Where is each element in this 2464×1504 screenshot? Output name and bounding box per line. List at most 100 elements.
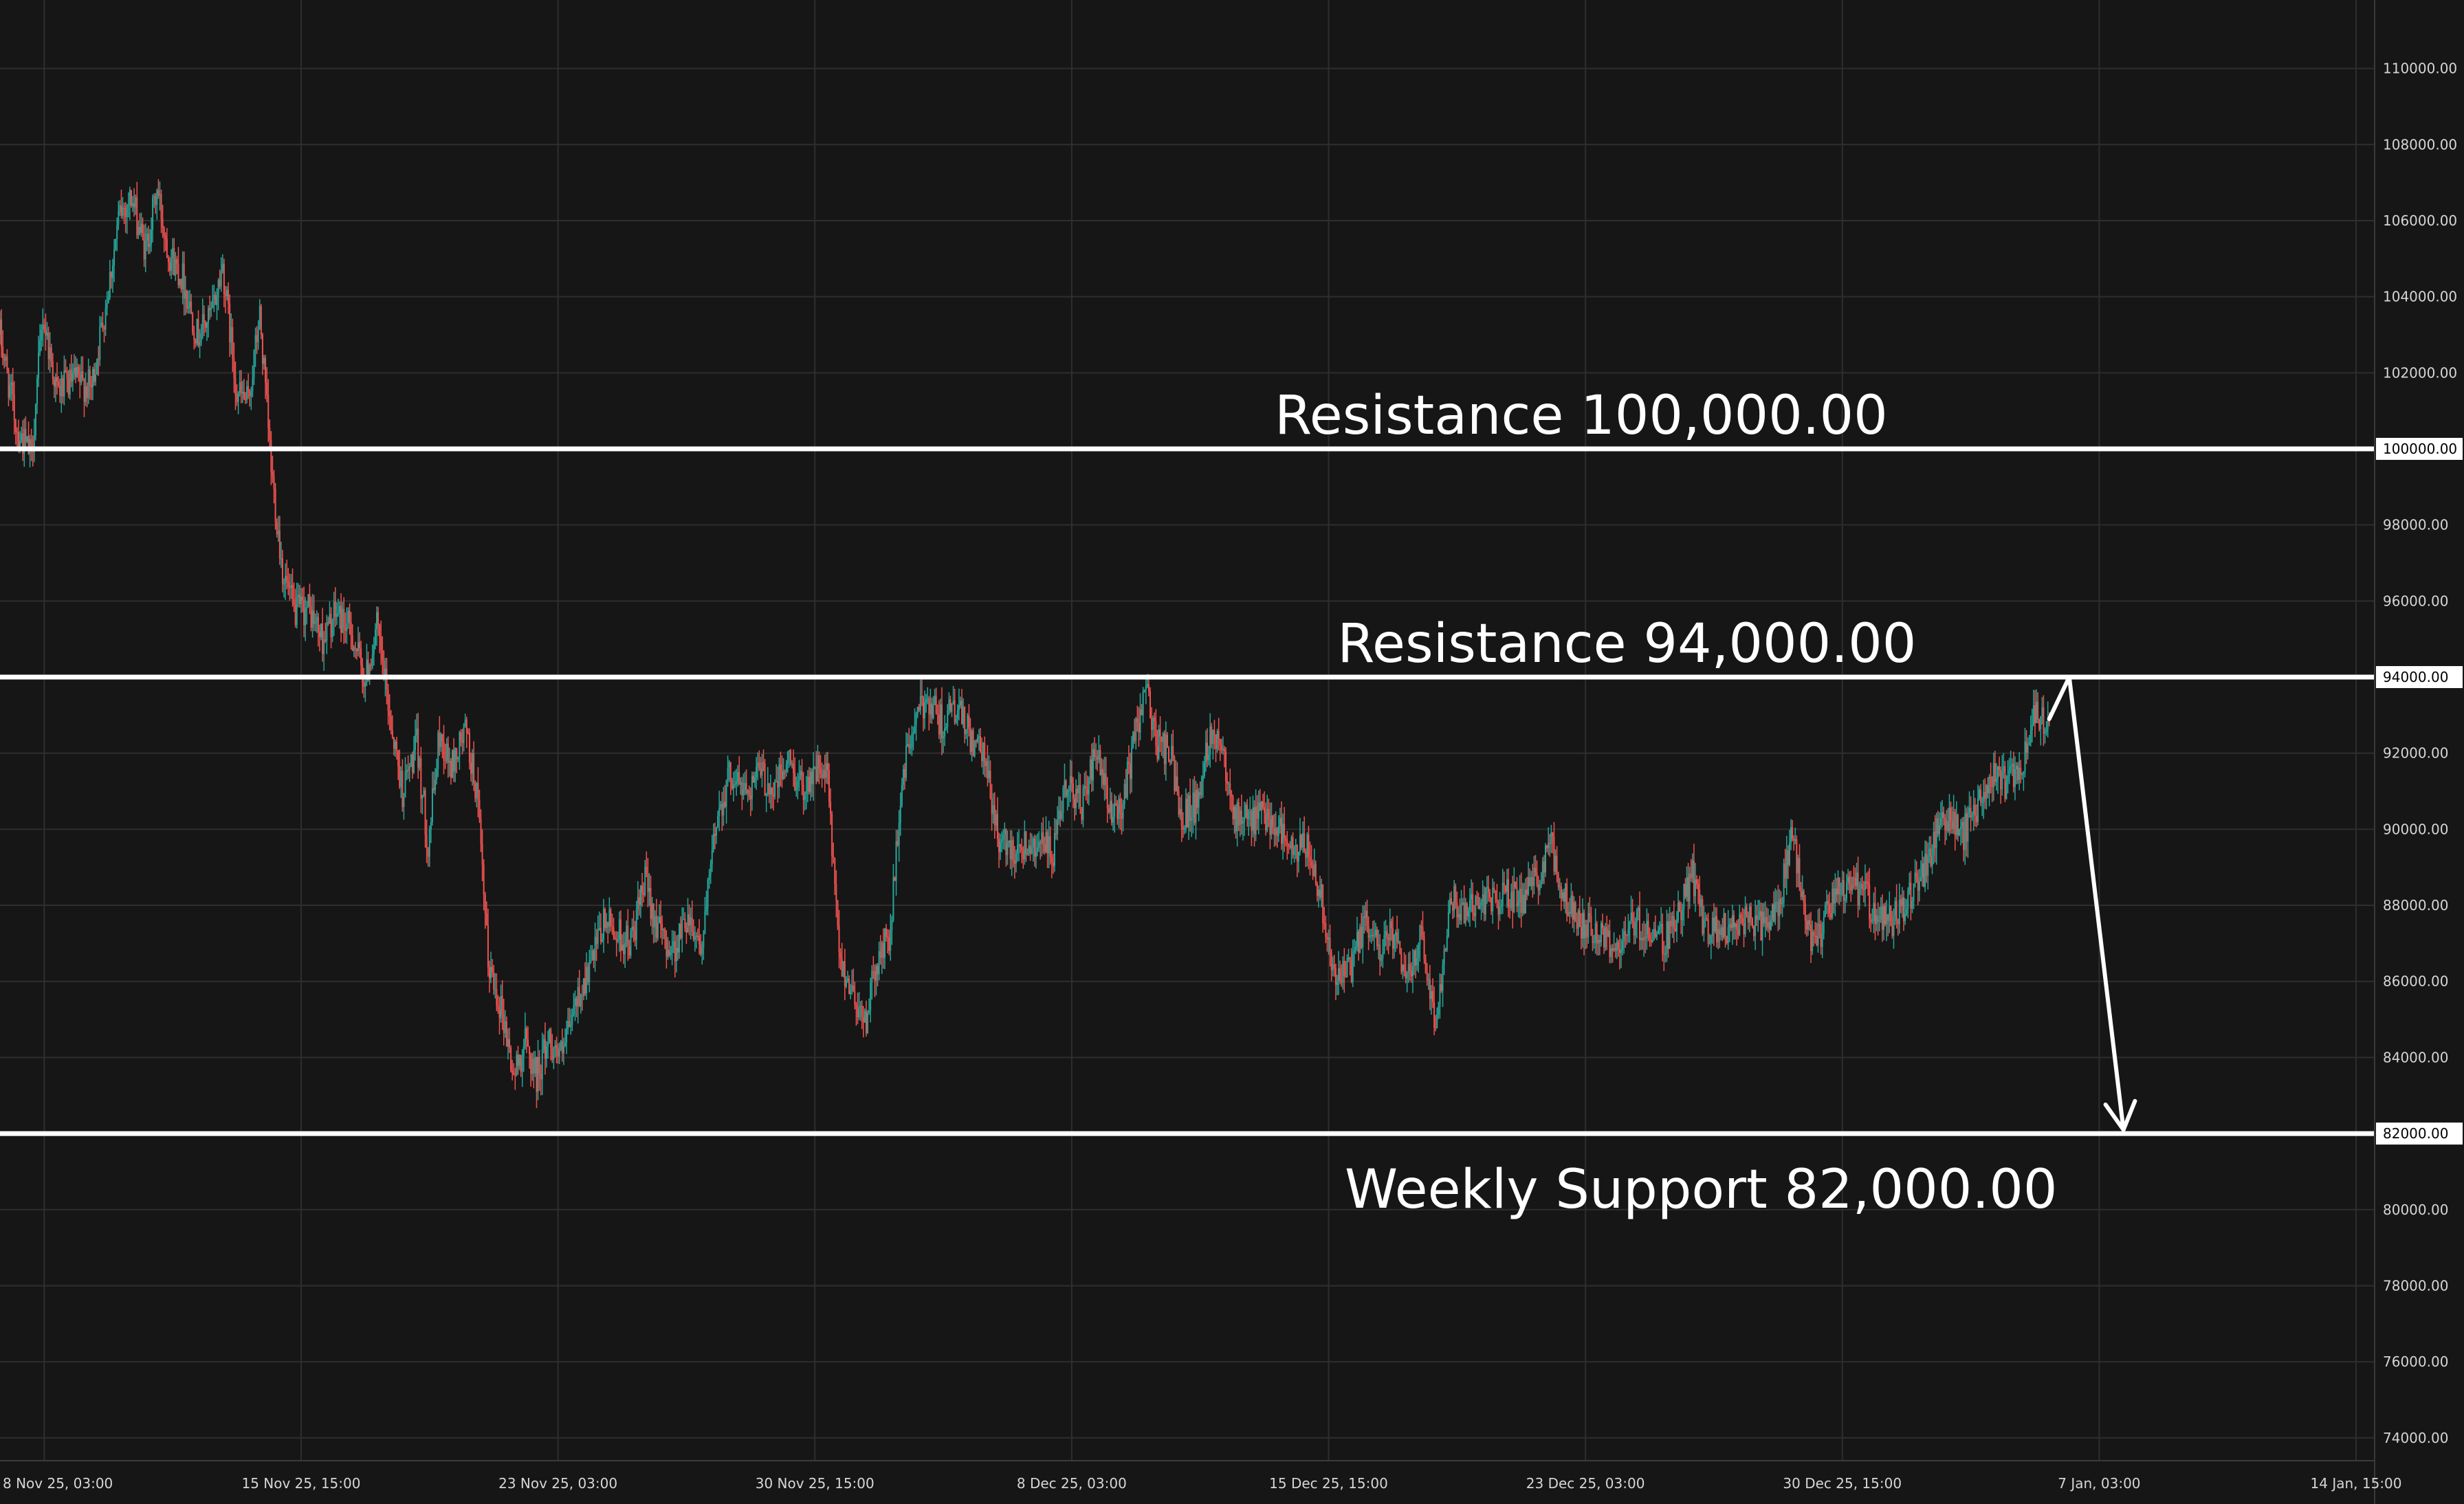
- candle-body: [944, 727, 946, 737]
- candle-body: [1972, 804, 1974, 815]
- candle-body: [949, 699, 952, 712]
- candle-body: [1716, 916, 1718, 942]
- candle-body: [1235, 806, 1237, 832]
- candle-body: [1116, 804, 1119, 819]
- candle-body: [1180, 808, 1182, 827]
- candle-body: [342, 608, 344, 633]
- candle-body: [1286, 840, 1288, 844]
- candle-body: [1767, 922, 1769, 928]
- candle-body: [1115, 803, 1117, 805]
- candle-body: [349, 610, 351, 623]
- candle-body: [5, 356, 7, 361]
- candle-body: [39, 340, 41, 353]
- candle-body: [1757, 916, 1759, 920]
- candle-body: [650, 887, 652, 920]
- candle-body: [216, 296, 218, 305]
- candle-body: [132, 203, 134, 206]
- candle-body: [1532, 877, 1534, 886]
- candle-body: [297, 594, 299, 597]
- candle-body: [1814, 936, 1816, 937]
- candle-body: [825, 763, 827, 778]
- candle-body: [65, 370, 67, 373]
- candle-body: [1633, 920, 1635, 936]
- candle-body: [1898, 899, 1900, 925]
- candle-body: [2015, 766, 2017, 769]
- candle-body: [164, 235, 166, 239]
- candle-body: [975, 740, 977, 742]
- candle-body: [169, 262, 171, 271]
- candle-body: [1539, 884, 1541, 890]
- candle-body: [1110, 800, 1112, 823]
- candle-body: [1208, 754, 1210, 760]
- candle-body: [1640, 938, 1642, 940]
- candle-body: [1444, 949, 1446, 951]
- candle-body: [1163, 733, 1165, 764]
- projection-arrow: [2047, 675, 2126, 1132]
- candle-body: [1911, 901, 1913, 909]
- candle-body: [837, 900, 839, 926]
- candle-body: [1041, 832, 1043, 844]
- candle-body: [1424, 959, 1427, 973]
- candle-body: [1606, 927, 1608, 937]
- candle-body: [1893, 916, 1895, 936]
- candle-body: [1103, 773, 1106, 785]
- candle-body: [584, 978, 586, 994]
- candle-body: [204, 322, 206, 328]
- candle-body: [934, 695, 936, 705]
- candle-body: [2024, 741, 2026, 772]
- candle-body: [674, 941, 676, 962]
- candle-body: [305, 608, 307, 626]
- candle-body: [1376, 929, 1378, 947]
- candle-body: [1530, 877, 1532, 887]
- candle-body: [1656, 933, 1658, 937]
- candle-body: [1737, 929, 1739, 936]
- candle-body: [1636, 909, 1638, 923]
- candle-body: [805, 791, 807, 795]
- candle-body: [221, 263, 223, 272]
- candle-body: [1383, 935, 1385, 953]
- candle-body: [894, 877, 896, 881]
- candle-body: [712, 833, 714, 850]
- candle-body: [505, 1021, 507, 1047]
- candle-body: [233, 359, 235, 379]
- candle-body: [1963, 821, 1965, 850]
- candle-body: [339, 606, 341, 614]
- candle-body: [2043, 707, 2045, 733]
- candle-body: [1323, 922, 1326, 925]
- candle-body: [406, 770, 408, 773]
- candle-body: [969, 727, 971, 752]
- candle-body: [400, 771, 402, 787]
- candle-body: [907, 744, 909, 747]
- candle-body: [2036, 701, 2038, 723]
- candle-body: [744, 783, 746, 790]
- candle-body: [1476, 896, 1478, 898]
- candle-body: [334, 601, 336, 617]
- candle-body: [1495, 890, 1497, 900]
- candle-body: [492, 966, 494, 973]
- candle-body: [1634, 922, 1636, 936]
- candle-body: [1042, 832, 1044, 845]
- candle-body: [1358, 931, 1360, 953]
- candle-body: [701, 947, 703, 955]
- candle-body: [1943, 812, 1945, 818]
- candle-body: [1933, 831, 1935, 856]
- candle-body: [1499, 907, 1501, 915]
- candle-body: [1850, 885, 1852, 891]
- candle-body: [1887, 914, 1889, 921]
- candle-body: [1393, 935, 1395, 949]
- candle-body: [958, 705, 960, 711]
- candle-body: [1022, 851, 1024, 860]
- candle-body: [822, 770, 824, 778]
- candle-body: [1326, 937, 1328, 940]
- candle-body: [1455, 885, 1457, 903]
- candle-body: [1229, 783, 1231, 794]
- candle-body: [1126, 762, 1128, 798]
- candle-body: [122, 207, 124, 216]
- candle-body: [490, 966, 492, 979]
- candle-body: [1537, 884, 1539, 890]
- candle-body: [447, 744, 449, 763]
- candle-body: [1873, 903, 1875, 921]
- candle-body: [697, 936, 699, 937]
- candle-body: [1084, 786, 1086, 788]
- candle-body: [1646, 920, 1648, 938]
